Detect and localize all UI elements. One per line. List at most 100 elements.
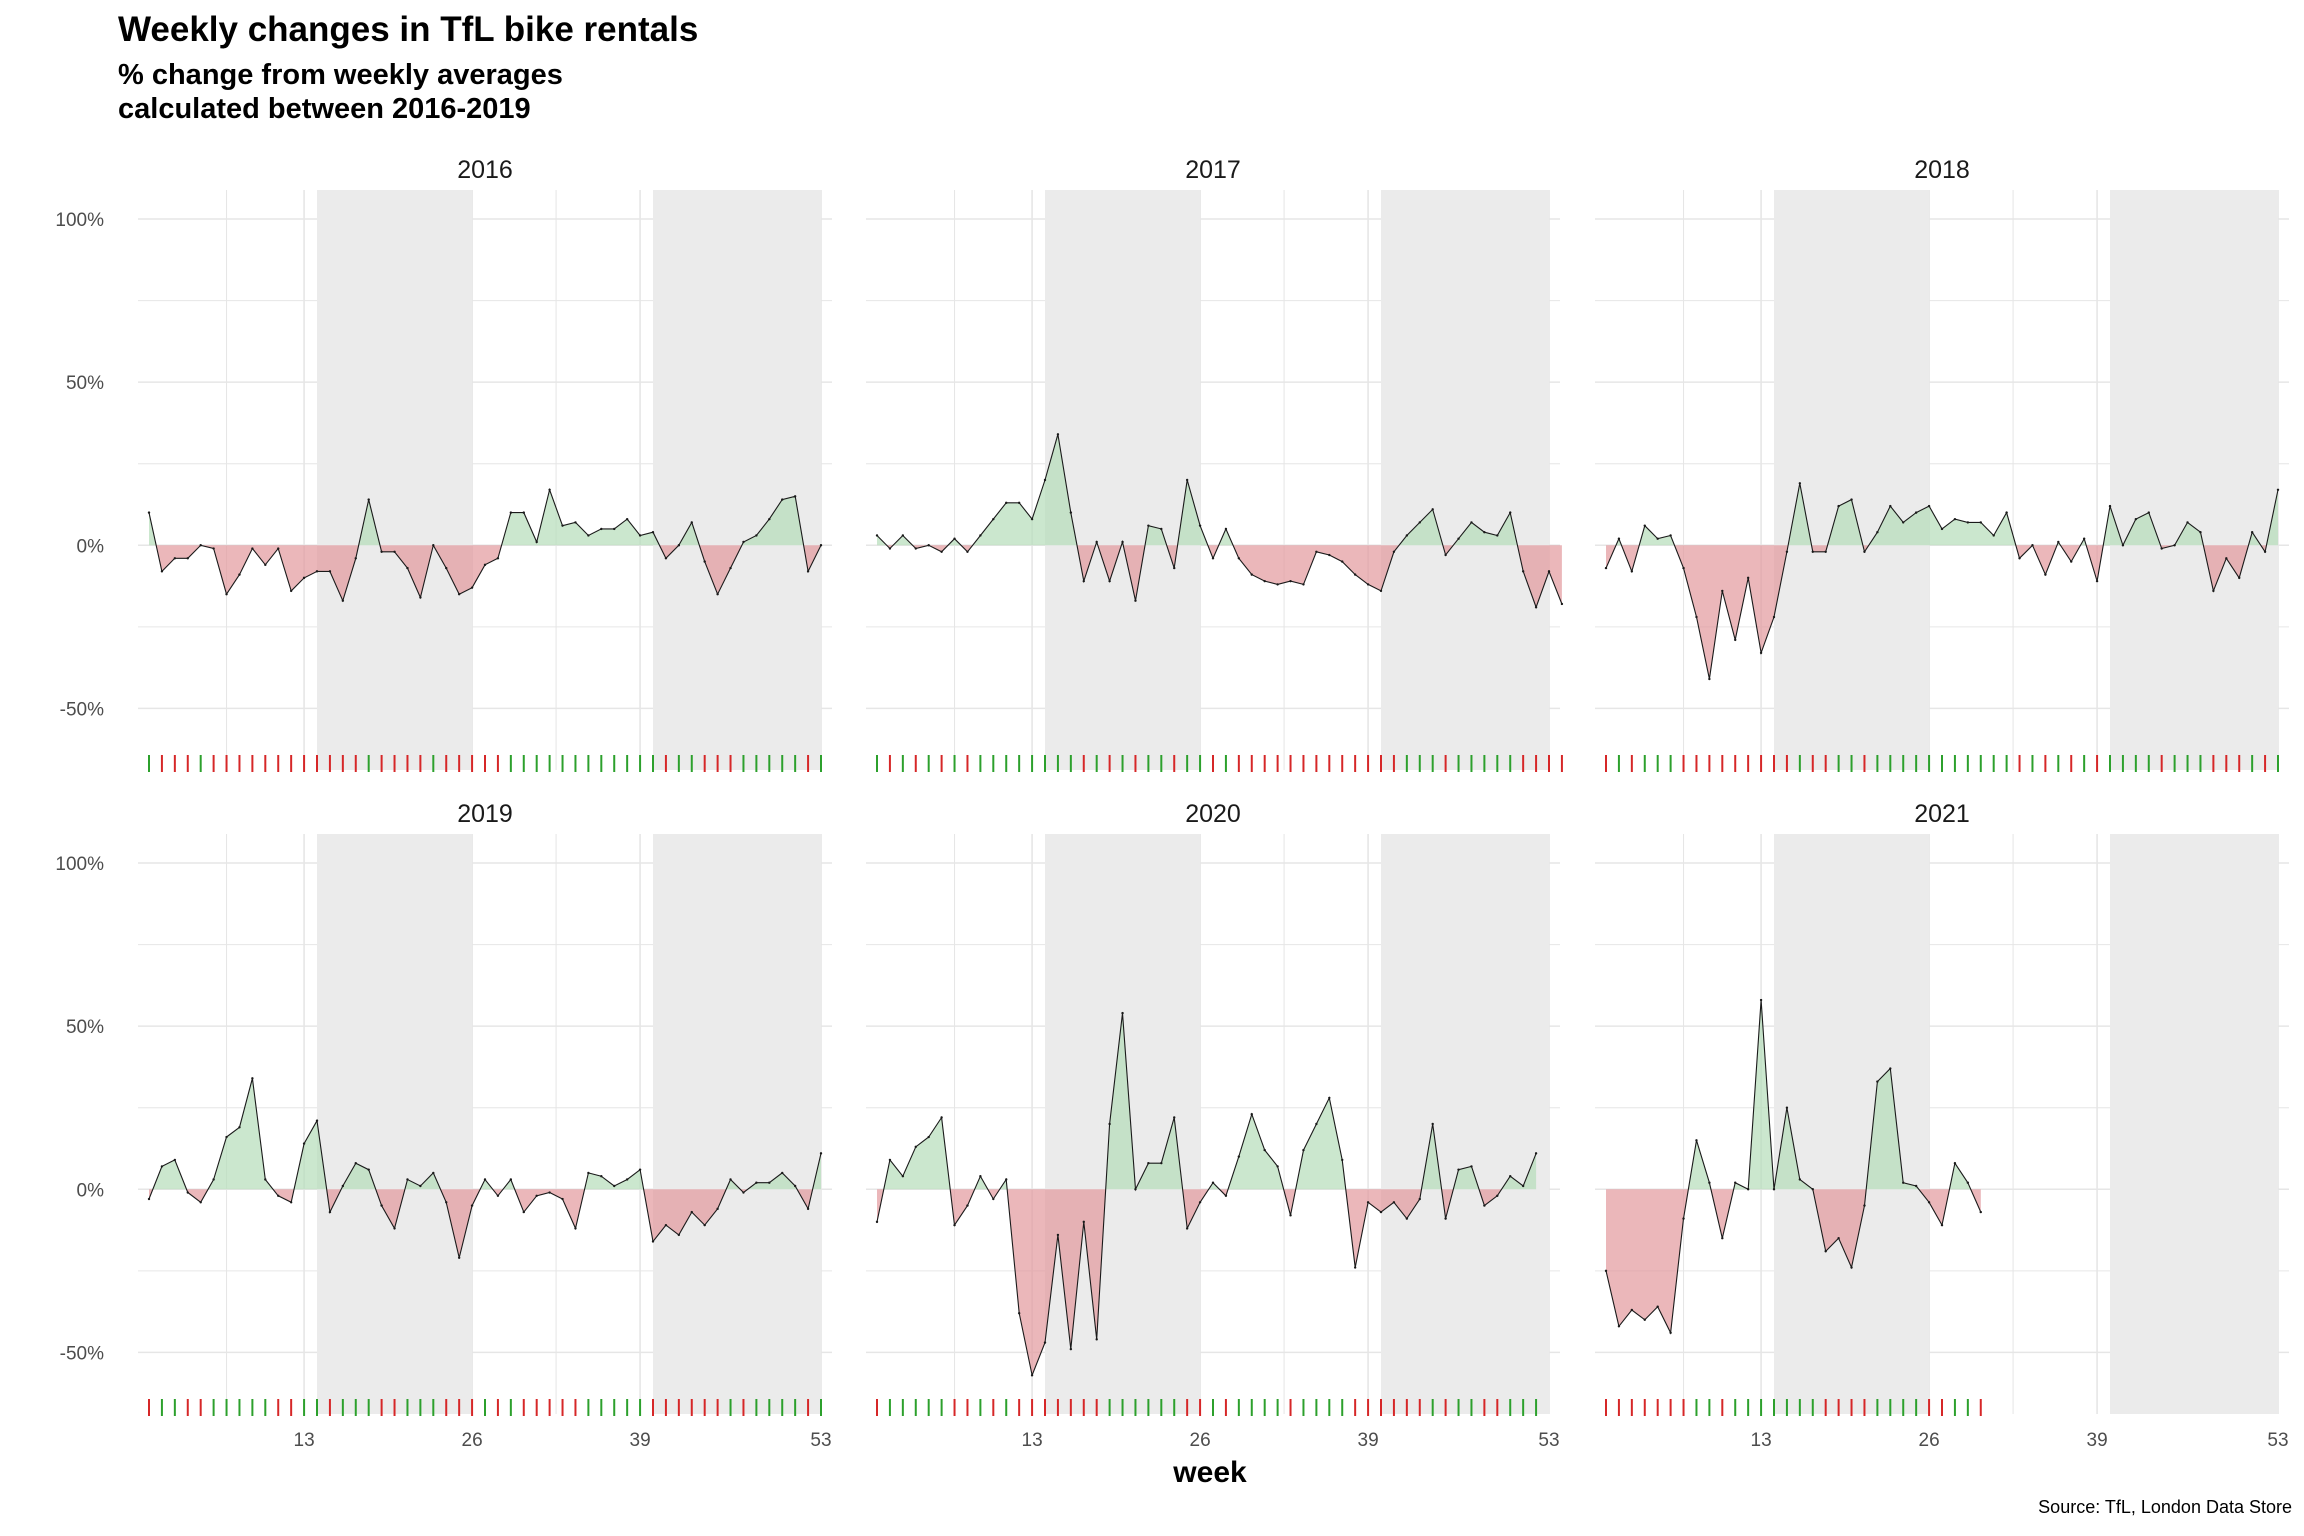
positive-area	[1421, 1124, 1442, 1190]
data-point	[953, 537, 956, 540]
data-point	[1030, 517, 1034, 521]
data-point	[1302, 583, 1305, 586]
data-point	[509, 1178, 513, 1181]
data-point	[315, 1119, 319, 1122]
data-point	[574, 1227, 577, 1230]
data-point	[1470, 521, 1473, 524]
data-point	[1496, 1194, 1499, 1197]
data-point	[1889, 504, 1892, 508]
shaded-week-range	[1381, 190, 1549, 770]
data-point	[651, 531, 655, 534]
data-point	[1604, 566, 1608, 570]
data-point	[2173, 544, 2176, 547]
data-point	[1224, 1194, 1228, 1197]
y-tick-label: 0%	[77, 1180, 105, 1201]
data-point	[1211, 1181, 1215, 1184]
data-point	[1431, 1122, 1434, 1126]
positive-area	[1688, 1140, 1711, 1190]
chart-subtitle: % change from weekly averages calculated…	[118, 58, 563, 126]
data-point	[1889, 1067, 1892, 1070]
negative-area	[961, 545, 973, 552]
data-point	[1483, 1204, 1486, 1207]
data-point	[238, 1126, 241, 1129]
data-point	[966, 1204, 969, 1207]
panel-2021: 2021 13 26 39 53	[1595, 800, 2289, 1451]
data-point	[1095, 540, 1098, 544]
panel-strip-label: 2018	[1914, 156, 1970, 184]
data-point	[522, 511, 525, 514]
data-point	[1630, 1308, 1634, 1312]
panel-strip-label: 2019	[457, 800, 513, 828]
data-point	[703, 1223, 706, 1227]
data-point	[277, 1194, 280, 1197]
data-point	[1772, 1188, 1776, 1191]
data-point	[625, 517, 629, 521]
data-point	[1604, 1269, 1608, 1273]
positive-area	[893, 535, 913, 546]
data-point	[742, 1191, 745, 1194]
positive-area	[1866, 1068, 1919, 1190]
x-tick-label: 26	[1190, 1430, 1211, 1451]
data-point	[1850, 1266, 1853, 1269]
data-point	[393, 1227, 396, 1230]
x-tick-label: 26	[1919, 1430, 1940, 1451]
data-point	[768, 517, 771, 521]
data-point	[1185, 478, 1189, 482]
data-point	[1682, 1217, 1685, 1220]
data-point	[819, 1152, 823, 1155]
negative-area	[1811, 545, 1828, 552]
data-point	[716, 1207, 719, 1211]
data-point	[470, 1204, 474, 1207]
data-point	[186, 1191, 189, 1194]
panel-strip-label: 2016	[457, 156, 513, 184]
negative-area	[1233, 545, 1400, 591]
positive-area	[294, 1120, 327, 1190]
data-point	[1237, 557, 1241, 560]
shaded-week-range	[1381, 834, 1549, 1414]
data-point	[1005, 1178, 1008, 1181]
data-point	[1108, 1122, 1111, 1126]
data-point	[1056, 433, 1060, 436]
data-point	[613, 1184, 616, 1188]
data-point	[1509, 1175, 1512, 1178]
data-point	[1457, 1168, 1460, 1171]
y-tick-label: 100%	[55, 854, 104, 875]
positive-area	[948, 538, 961, 546]
data-point	[1534, 1152, 1538, 1155]
data-point	[1927, 1201, 1931, 1204]
data-point	[1147, 1161, 1150, 1165]
data-point	[2095, 579, 2099, 583]
data-point	[1547, 570, 1551, 573]
data-point	[1708, 1181, 1711, 1184]
data-point	[979, 1175, 982, 1178]
data-point	[1289, 579, 1292, 583]
data-point	[1405, 1217, 1409, 1220]
data-point	[1431, 508, 1434, 511]
data-point	[2134, 517, 2138, 521]
data-point	[251, 1077, 254, 1080]
data-point	[1160, 527, 1163, 531]
data-point	[638, 534, 642, 537]
data-point	[1927, 504, 1931, 508]
negative-area	[375, 1189, 405, 1229]
data-point	[1721, 1236, 1724, 1240]
data-point	[1734, 1181, 1737, 1184]
data-point	[2238, 576, 2241, 580]
data-point	[638, 1168, 642, 1171]
data-point	[1850, 498, 1853, 501]
data-point	[212, 547, 215, 550]
chart-title: Weekly changes in TfL bike rentals	[118, 10, 699, 49]
data-point	[979, 534, 982, 537]
y-tick-label: 0%	[77, 536, 105, 557]
x-tick-label: 53	[1538, 1430, 1559, 1451]
data-point	[445, 1201, 448, 1204]
negative-area	[1606, 1189, 1689, 1333]
data-point	[173, 1158, 177, 1162]
data-point	[302, 576, 306, 580]
data-point	[1837, 1236, 1840, 1240]
data-point	[328, 570, 332, 573]
negative-area	[803, 545, 821, 572]
data-point	[1211, 557, 1215, 560]
data-point	[406, 1178, 409, 1181]
